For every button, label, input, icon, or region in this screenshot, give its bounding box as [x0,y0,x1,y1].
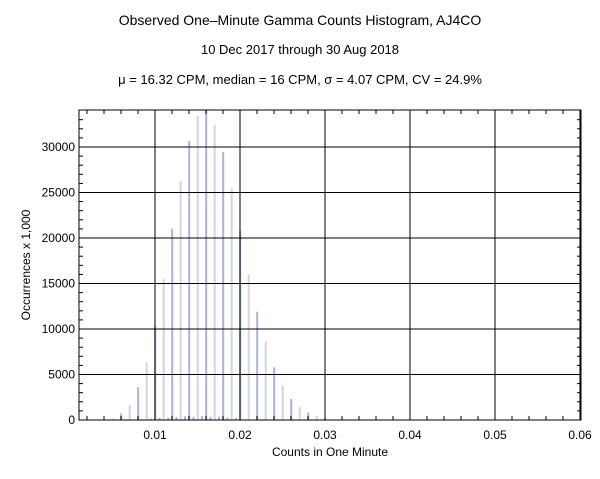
y-tick-label: 0 [68,413,75,427]
histogram-bar [162,278,165,420]
y-tick-label: 15000 [42,277,76,291]
y-tick-label: 10000 [42,322,76,336]
histogram-bar [200,415,203,420]
y-axis-label: Occurrences x 1,000 [19,209,33,320]
histogram-bar [209,416,212,420]
histogram-bar [234,418,237,420]
histogram-bar [264,341,267,420]
histogram-bar [230,188,233,420]
chart-title: Observed One–Minute Gamma Counts Histogr… [118,12,482,28]
histogram-bar [137,387,140,420]
histogram-bar [192,416,195,420]
histogram-bar [183,416,186,420]
histogram-bar [188,140,191,420]
histogram-bar [196,116,199,420]
x-tick-label: 0.06 [568,428,592,442]
y-tick-label: 30000 [42,140,76,154]
histogram-bar [149,418,152,420]
chart-stats: μ = 16.32 CPM, median = 16 CPM, σ = 4.07… [118,72,482,87]
histogram-bar [145,362,148,420]
x-tick-label: 0.04 [398,428,422,442]
plot-frame [78,109,582,421]
histogram-bar [171,228,174,420]
histogram-bar [205,110,208,420]
histogram-bar [158,417,161,420]
histogram-bar [273,367,276,420]
histogram-bar [298,406,301,420]
histogram-bar [175,416,178,420]
histogram-bar [217,416,220,420]
histogram-bar [179,180,182,420]
x-tick-label: 0.05 [483,428,507,442]
histogram-bar [128,404,131,420]
histogram-bar [222,152,225,420]
histogram-bar [213,124,216,420]
histogram-bar [281,385,284,420]
histogram-bar [226,417,229,420]
histogram-bar [166,417,169,420]
histogram-bar [111,418,114,420]
y-tick-label: 25000 [42,186,76,200]
histogram-bar [256,311,259,420]
histogram-bar [247,274,250,420]
x-tick-label: 0.01 [143,428,167,442]
y-tick-label: 5000 [48,368,75,382]
x-axis-label: Counts in One Minute [272,445,388,459]
y-tick-label: 20000 [42,231,76,245]
chart-subtitle: 10 Dec 2017 through 30 Aug 2018 [200,42,400,57]
x-tick-label: 0.03 [313,428,337,442]
histogram-bar [290,399,293,420]
histogram-bar [315,415,318,420]
x-tick-label: 0.02 [228,428,252,442]
